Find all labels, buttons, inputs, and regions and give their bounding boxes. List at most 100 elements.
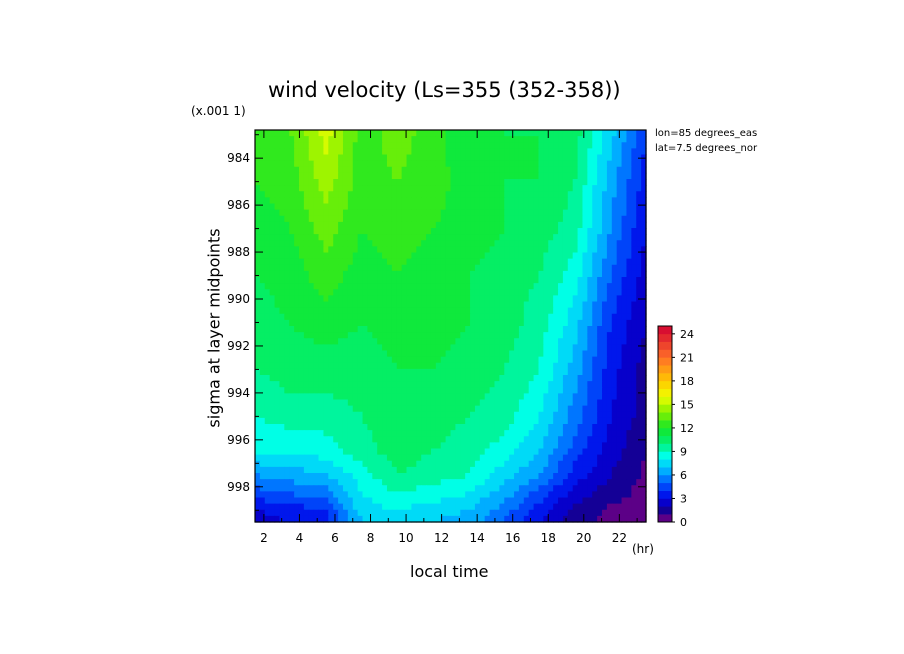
heatmap-cell [406,448,412,456]
heatmap-cell [548,454,554,462]
heatmap-cell [430,270,437,278]
heatmap-cell [342,172,349,180]
heatmap-cell [338,436,344,443]
heatmap-cell [298,509,305,517]
heatmap-cell [406,436,412,443]
heatmap-cell [474,313,481,321]
heatmap-cell [470,130,476,137]
heatmap-cell [289,473,295,480]
heatmap-cell [367,166,373,174]
heatmap-cell [450,270,456,278]
heatmap-cell [621,185,628,192]
heatmap-cell [421,197,427,205]
heatmap-cell [274,436,281,443]
heatmap-cell [514,313,520,321]
heatmap-cell [621,166,628,174]
heatmap-cell [470,332,476,339]
heatmap-cell [328,221,334,229]
heatmap-cell [577,203,584,211]
heatmap-cell [347,430,354,437]
heatmap-cell [543,221,549,229]
heatmap-cell [611,344,618,352]
heatmap-cell [274,160,281,168]
heatmap-cell [577,448,584,456]
heatmap-cell [382,338,388,345]
heatmap-cell [308,258,315,266]
heatmap-cell [430,375,437,382]
heatmap-cell [406,191,412,198]
heatmap-cell [367,307,373,315]
heatmap-cell [264,142,271,149]
heatmap-cell [528,142,535,149]
heatmap-cell [284,356,290,364]
heatmap-cell [592,185,598,192]
heatmap-cell [333,166,339,174]
heatmap-cell [499,264,505,272]
heatmap-cell [445,417,452,425]
heatmap-cell [352,240,359,247]
heatmap-cell [582,375,588,382]
heatmap-cell [391,338,398,345]
heatmap-cell [396,473,403,480]
heatmap-cell [484,246,491,254]
heatmap-cell [377,399,383,407]
heatmap-cell [430,203,437,211]
heatmap-cell [318,473,325,480]
heatmap-cell [450,283,456,290]
heatmap-cell [636,240,642,247]
heatmap-cell [509,246,515,254]
heatmap-cell [509,375,515,382]
heatmap-cell [494,221,500,229]
heatmap-cell [328,148,334,156]
heatmap-cell [318,393,325,401]
heatmap-cell [509,209,515,217]
heatmap-cell [406,381,412,388]
heatmap-cell [494,264,500,272]
heatmap-cell [543,191,549,198]
heatmap-cell [528,307,535,315]
heatmap-cell [460,326,466,333]
heatmap-cell [474,399,481,407]
heatmap-cell [470,172,476,180]
heatmap-cell [636,289,642,296]
heatmap-cell [386,381,393,388]
heatmap-cell [479,283,486,290]
heatmap-cell [455,191,461,198]
heatmap-cell [367,264,373,272]
heatmap-cell [367,258,373,266]
heatmap-cell [303,221,310,229]
heatmap-cell [450,350,456,358]
heatmap-cell [416,191,422,198]
heatmap-cell [328,460,334,468]
heatmap-cell [582,399,588,407]
heatmap-cell [396,283,403,290]
heatmap-cell [538,270,544,278]
heatmap-cell [426,197,432,205]
heatmap-cell [450,405,456,413]
heatmap-cell [426,326,432,333]
heatmap-cell [440,375,447,382]
heatmap-cell [386,491,393,499]
heatmap-cell [558,326,564,333]
heatmap-cell [450,344,456,352]
heatmap-cell [445,338,452,345]
heatmap-cell [411,277,417,284]
heatmap-cell [499,503,505,511]
heatmap-cell [499,417,505,425]
heatmap-cell [567,209,574,217]
heatmap-cell [572,209,579,217]
heatmap-cell [631,442,637,450]
heatmap-cell [548,301,554,309]
heatmap-cell [460,350,466,358]
heatmap-cell [587,221,593,229]
heatmap-cell [391,326,398,333]
heatmap-cell [533,375,540,382]
heatmap-cell [631,185,637,192]
heatmap-cell [611,185,618,192]
heatmap-cell [616,356,623,364]
heatmap-cell [416,166,422,174]
heatmap-cell [342,344,349,352]
heatmap-cell [367,215,373,223]
heatmap-cell [377,160,383,168]
heatmap-cell [342,448,349,456]
